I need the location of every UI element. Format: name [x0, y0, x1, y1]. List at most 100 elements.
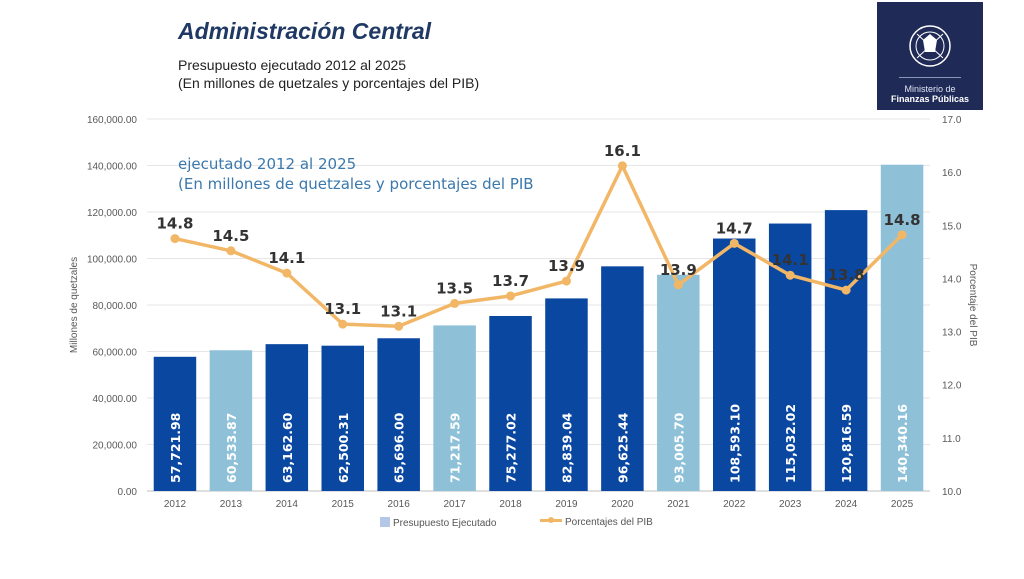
bar-value-label: 75,277.02 — [504, 413, 519, 483]
y-right-axis-title: Porcentaje del PIB — [967, 264, 978, 347]
y-right-tick-label: 16.0 — [942, 168, 962, 179]
bar — [712, 238, 756, 491]
x-tick-label: 2024 — [835, 499, 858, 510]
line-value-label: 13.9 — [548, 257, 585, 275]
line-point — [394, 321, 404, 331]
chart-annotation-line2: (En millones de quetzales y porcentajes … — [178, 175, 534, 193]
bar-value-label: 120,816.59 — [839, 404, 854, 483]
line-value-label: 13.1 — [324, 300, 361, 318]
bar — [433, 325, 476, 491]
logo-text-line1: Ministerio de — [904, 84, 956, 94]
y-tick-label: 160,000.00 — [87, 115, 137, 126]
line-value-label: 14.1 — [772, 251, 809, 269]
bar-value-label: 57,721.98 — [168, 413, 183, 483]
bar-value-label: 62,500.31 — [336, 413, 351, 483]
y-right-tick-label: 11.0 — [942, 434, 961, 445]
line-point — [506, 291, 516, 301]
x-tick-label: 2019 — [555, 499, 578, 510]
y-tick-label: 0.00 — [118, 487, 138, 498]
x-tick-label: 2022 — [723, 499, 746, 510]
line-value-label: 16.1 — [604, 142, 641, 160]
y-axis-title: Millones de quetzales — [69, 257, 80, 353]
bar-value-label: 71,217.59 — [448, 413, 463, 483]
y-right-tick-label: 14.0 — [942, 274, 962, 285]
bar — [209, 350, 253, 491]
bar-value-label: 93,005.70 — [671, 412, 686, 483]
y-tick-label: 140,000.00 — [87, 162, 137, 173]
x-tick-label: 2015 — [332, 499, 355, 510]
x-tick-label: 2020 — [611, 499, 634, 510]
line-point — [450, 298, 460, 308]
bar-value-label: 115,032.02 — [783, 404, 798, 483]
y-tick-label: 80,000.00 — [93, 301, 138, 312]
line-point — [561, 276, 571, 286]
line-point — [897, 230, 907, 240]
bar-value-label: 96,625.44 — [615, 412, 630, 483]
x-tick-label: 2014 — [276, 499, 299, 510]
legend-label-bar: Presupuesto Ejecutado — [393, 518, 497, 529]
x-tick-label: 2012 — [164, 499, 187, 510]
bar — [321, 345, 365, 491]
y-tick-label: 40,000.00 — [93, 394, 138, 405]
line-value-label: 14.5 — [212, 227, 249, 245]
bar-value-label: 140,340.16 — [895, 404, 910, 483]
y-right-tick-label: 13.0 — [942, 328, 962, 339]
x-tick-label: 2018 — [499, 499, 522, 510]
bar — [601, 266, 644, 491]
bar-value-label: 65,696.00 — [392, 412, 407, 483]
line-point — [841, 285, 851, 295]
logo-divider — [899, 77, 961, 78]
y-tick-label: 60,000.00 — [93, 348, 138, 359]
legend-swatch-bar — [380, 517, 390, 527]
legend-label-line: Porcentajes del PIB — [565, 517, 653, 528]
x-tick-label: 2017 — [443, 499, 466, 510]
line-point — [226, 246, 236, 256]
bar — [377, 338, 420, 491]
guatemala-coat-of-arms-icon — [909, 25, 951, 67]
line-value-label: 13.5 — [436, 279, 473, 297]
x-tick-label: 2016 — [388, 499, 411, 510]
legend-swatch-line — [540, 517, 562, 523]
bar-value-label: 82,839.04 — [559, 412, 574, 483]
y-right-tick-label: 10.0 — [942, 487, 962, 498]
legend-item-line: Porcentajes del PIB — [540, 517, 653, 528]
bar-value-label: 108,593.10 — [727, 404, 742, 483]
x-tick-label: 2023 — [779, 499, 802, 510]
bar — [153, 356, 197, 491]
bar — [824, 210, 868, 491]
line-value-label: 14.8 — [884, 211, 921, 229]
logo-text-line2: Finanzas Públicas — [890, 94, 970, 104]
chart-subtitle-line2: (En millones de quetzales y porcentajes … — [178, 75, 480, 91]
bar — [657, 274, 700, 491]
line-value-label: 14.7 — [716, 219, 753, 237]
line-point — [617, 161, 627, 171]
y-right-tick-label: 15.0 — [942, 221, 962, 232]
line-value-label: 14.1 — [268, 249, 305, 267]
y-tick-label: 20,000.00 — [93, 441, 138, 452]
legend-item-bars: Presupuesto Ejecutado — [380, 517, 496, 529]
line-value-label: 14.8 — [156, 215, 193, 233]
bar — [880, 164, 924, 492]
x-tick-label: 2013 — [220, 499, 243, 510]
line-point — [170, 234, 180, 244]
line-value-label: 13.9 — [660, 261, 697, 279]
y-tick-label: 120,000.00 — [87, 208, 137, 219]
line-point — [338, 319, 348, 329]
bar — [545, 298, 588, 491]
bar-value-label: 60,533.87 — [224, 413, 239, 483]
x-tick-label: 2025 — [891, 499, 914, 510]
y-right-tick-label: 17.0 — [942, 115, 962, 126]
y-right-tick-label: 12.0 — [942, 381, 962, 392]
ministry-logo: Ministerio de Finanzas Públicas — [877, 2, 983, 110]
chart-annotation-line1: ejecutado 2012 al 2025 — [178, 155, 357, 173]
line-point — [785, 270, 795, 280]
x-tick-label: 2021 — [667, 499, 690, 510]
line-point — [673, 280, 683, 290]
line-series — [174, 164, 904, 329]
line-value-label: 13.8 — [828, 266, 865, 284]
line-value-label: 13.1 — [380, 302, 417, 320]
bar — [489, 315, 532, 491]
bar — [265, 344, 309, 491]
chart-subtitle-line1: Presupuesto ejecutado 2012 al 2025 — [178, 57, 407, 73]
